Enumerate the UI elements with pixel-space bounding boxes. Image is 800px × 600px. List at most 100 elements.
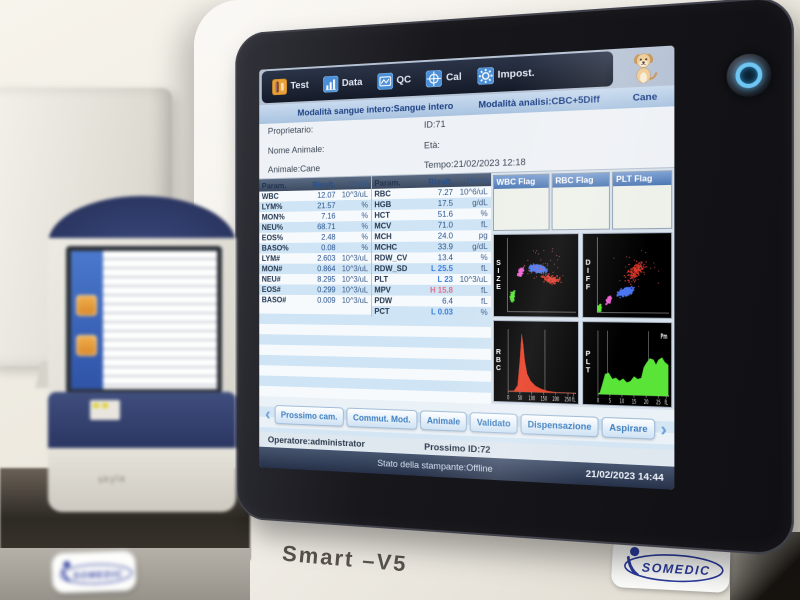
animal-name-label: Nome Animale: [268, 140, 424, 156]
result-row-baso: BASO# 0.009 10^3/uL [259, 295, 371, 306]
age-label: Età: [424, 136, 526, 151]
side-device-screen-sidebar [71, 251, 103, 389]
side-device-band [48, 392, 236, 450]
gear-icon [477, 67, 494, 85]
plot-label-plt: PLT [583, 322, 593, 405]
commut-mod-button[interactable]: Commut. Mod. [347, 408, 417, 430]
result-row-plt: PLT L 23 10^3/uL [372, 274, 491, 285]
tab-data[interactable]: Data [318, 72, 368, 95]
data-icon [323, 75, 338, 92]
graphs-panel: WBC Flag RBC Flag PLT Flag SIZEDIFF R B C 0 50… [491, 168, 675, 410]
aspirare-button[interactable]: Aspirare [602, 417, 655, 440]
svg-text:15: 15 [631, 398, 636, 406]
svg-text:0: 0 [597, 396, 599, 404]
screen-bezel: Test Data QC Cal Impost. [235, 0, 794, 557]
species-label: Cane [633, 91, 658, 104]
plot-size: SIZE [493, 233, 579, 317]
col-result: Risult. [412, 176, 453, 187]
histograms-row: R B C 0 50 100 150 200 250 fL P L T 0 5 10 15 20 25 fL Pm [493, 319, 673, 407]
scattergrams-row: SIZE DIFF [493, 232, 673, 318]
flag-panel-rbc-flag: RBC Flag [551, 172, 610, 230]
col-param: Param. [372, 177, 412, 188]
svg-text:Pm: Pm [660, 333, 667, 341]
svg-text:fL: fL [664, 399, 668, 407]
tab-qc[interactable]: QC [372, 69, 417, 92]
brand-i-swoosh [630, 547, 640, 557]
results-table-left: Param. Risult. Unità WBC 12.07 10^3/uL LYM%… [259, 176, 371, 306]
power-ring-icon [735, 62, 762, 89]
plot-plt: P L T 0 5 10 15 20 25 fL Pm [582, 321, 672, 408]
side-device-tag [90, 400, 120, 420]
brand-text: SOMEDIC [641, 560, 710, 578]
brand-logo-small: SOMEDIC [51, 551, 136, 594]
species-indicator[interactable] [616, 48, 671, 86]
svg-text:25: 25 [656, 398, 661, 406]
analyzer-screen: Test Data QC Cal Impost. [259, 45, 674, 489]
result-row-rdw-cv: RDW_CV 13.4% [372, 252, 491, 263]
svg-text:fL: fL [572, 396, 575, 404]
result-row-mon: MON# 0.864 10^3/uL [259, 263, 371, 274]
flags-row: WBC Flag RBC Flag PLT Flag [493, 170, 673, 231]
result-row-mchc: MCHC 33.9 g/dL [372, 241, 491, 253]
tab-impost[interactable]: Impost. [471, 62, 540, 87]
side-device-button-2[interactable] [76, 335, 97, 356]
prev-page-chevron[interactable]: ‹ [264, 406, 273, 423]
col-param: Param. [259, 180, 297, 190]
dog-icon [626, 49, 662, 84]
dispensazione-button[interactable]: Dispensazione [521, 414, 599, 437]
tab-cal[interactable]: Cal [420, 66, 467, 89]
tab-label: Test [290, 79, 308, 91]
side-device-top [48, 196, 236, 244]
results-area: Param. Risult. Unità WBC 12.07 10^3/uL LYM%… [259, 168, 674, 410]
result-row-baso: BASO% 0.08% [259, 242, 371, 253]
blood-mode-label: Modalità sangue intero:Sangue intero [297, 100, 453, 118]
result-row-eos: EOS# 0.299 10^3/uL [259, 284, 371, 295]
svg-text:20: 20 [644, 398, 649, 406]
qc-icon [377, 72, 393, 89]
tab-label: Data [342, 76, 363, 89]
svg-text:5: 5 [609, 397, 611, 405]
cal-icon [426, 69, 442, 87]
tab-test[interactable]: Test [267, 75, 314, 97]
svg-text:250: 250 [564, 395, 571, 403]
svg-text:100: 100 [528, 394, 534, 402]
plot-label-size: SIZE [494, 235, 504, 316]
tab-label: Impost. [498, 67, 535, 81]
next-id-label: Prossimo ID:72 [424, 441, 490, 455]
side-device-button-1[interactable] [76, 295, 97, 316]
result-row-neu: NEU# 8.295 10^3/uL [259, 274, 371, 285]
svg-text:50: 50 [517, 394, 521, 402]
flag-panel-title: WBC Flag [494, 175, 549, 189]
result-row-pct: PCT L 0.03% [372, 306, 491, 318]
plot-label-diff: DIFF [583, 234, 593, 317]
col-unit: Unità [335, 178, 370, 189]
plot-diff: DIFF [582, 232, 672, 318]
animale-button[interactable]: Animale [420, 410, 467, 432]
tab-label: Cal [446, 71, 462, 84]
svg-text:10: 10 [619, 397, 624, 405]
result-row-rdw-sd: RDW_SD L 25.5 fL [372, 263, 491, 274]
col-unit: Unità [453, 175, 491, 186]
side-device-logo: skyla [98, 473, 126, 485]
side-device-base [48, 448, 236, 512]
plot-rbc: R B C 0 50 100 150 200 250 fL [493, 319, 579, 404]
next-page-chevron[interactable]: › [658, 420, 669, 439]
flag-panel-title: PLT Flag [613, 171, 671, 186]
sample-id-value: ID:71 [424, 116, 526, 131]
side-device-screen [66, 246, 222, 394]
animal-species-value: Animale:Cane [268, 160, 424, 175]
col-result: Risult. [297, 179, 335, 190]
validato-button[interactable]: Validato [470, 412, 517, 434]
tab-label: QC [396, 74, 411, 86]
results-tables: Param. Risult. Unità WBC 12.07 10^3/uL LYM%… [259, 173, 490, 404]
side-device-screen-content [103, 251, 217, 389]
results-table-right: Param. Risult. Unità RBC 7.27 10^6/uL HGB 17… [371, 173, 491, 318]
analysis-mode-label: Modalità analisi:CBC+5Diff [478, 94, 599, 111]
flag-panel-plt-flag: PLT Flag [612, 170, 672, 229]
svg-text:SOMEDIC: SOMEDIC [73, 569, 123, 581]
side-device: skyla [48, 196, 236, 512]
svg-text:200: 200 [552, 395, 559, 403]
datetime: 21/02/2023 14:44 [586, 468, 664, 483]
prossimo-cam-button[interactable]: Prossimo cam. [275, 405, 344, 427]
test-icon [272, 78, 287, 95]
